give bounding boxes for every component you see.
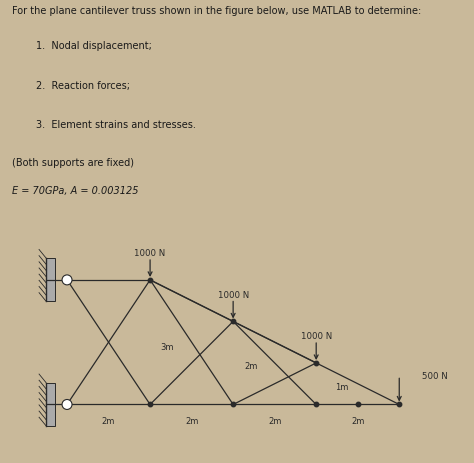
Text: 2m: 2m [102,416,115,425]
Text: E = 70GPa, A = 0.003125: E = 70GPa, A = 0.003125 [12,185,138,195]
Text: 3.  Element strains and stresses.: 3. Element strains and stresses. [36,120,195,130]
Text: (Both supports are fixed): (Both supports are fixed) [12,158,134,168]
Text: For the plane cantilever truss shown in the figure below, use MATLAB to determin: For the plane cantilever truss shown in … [12,6,421,16]
Text: 2m: 2m [244,361,257,370]
Text: 1000 N: 1000 N [301,332,332,340]
Text: 500 N: 500 N [422,371,448,380]
Text: 2.  Reaction forces;: 2. Reaction forces; [36,81,129,90]
Circle shape [62,400,72,410]
Text: 2m: 2m [351,416,365,425]
Text: 3m: 3m [161,343,174,351]
FancyBboxPatch shape [46,383,55,426]
Circle shape [62,275,72,285]
Text: 1000 N: 1000 N [135,249,166,257]
Text: 2m: 2m [268,416,282,425]
FancyBboxPatch shape [46,259,55,302]
Text: 1000 N: 1000 N [218,290,249,299]
Text: 2m: 2m [185,416,198,425]
Text: 1m: 1m [335,382,349,391]
Text: 1.  Nodal displacement;: 1. Nodal displacement; [36,41,151,51]
